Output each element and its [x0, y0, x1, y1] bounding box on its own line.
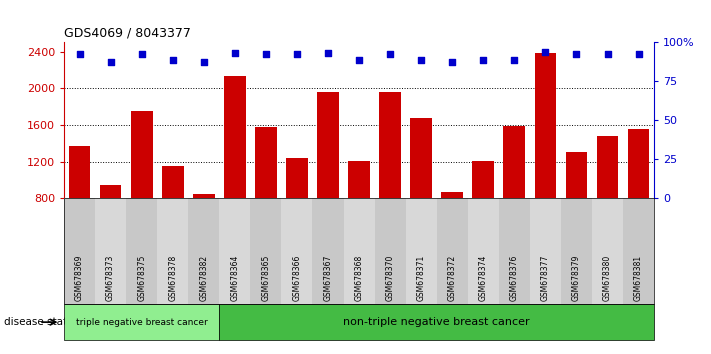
Point [540, 49, 551, 55]
Bar [69, 146, 90, 272]
Point [447, 59, 458, 64]
Point [633, 52, 644, 57]
Point [478, 57, 489, 63]
Text: non-triple negative breast cancer: non-triple negative breast cancer [343, 317, 530, 327]
Text: GSM678367: GSM678367 [324, 255, 333, 301]
Bar [317, 92, 339, 272]
Bar [286, 158, 308, 272]
Text: GSM678370: GSM678370 [385, 255, 395, 301]
Text: GSM678376: GSM678376 [510, 255, 519, 301]
Text: GSM678364: GSM678364 [230, 255, 240, 301]
Text: GSM678366: GSM678366 [292, 255, 301, 301]
Point [385, 52, 396, 57]
Text: GSM678372: GSM678372 [448, 255, 456, 301]
Point [74, 52, 85, 57]
Text: GSM678368: GSM678368 [355, 255, 363, 301]
Bar [348, 161, 370, 272]
Bar [472, 161, 494, 272]
Text: GSM678381: GSM678381 [634, 255, 643, 301]
Point [602, 52, 613, 57]
Bar [193, 194, 215, 272]
Point [105, 59, 117, 64]
Text: GSM678374: GSM678374 [479, 255, 488, 301]
Point [167, 57, 178, 63]
Point [136, 52, 147, 57]
Bar [224, 76, 246, 272]
Bar [442, 192, 463, 272]
Point [353, 57, 365, 63]
Bar [379, 92, 401, 272]
Text: GDS4069 / 8043377: GDS4069 / 8043377 [64, 27, 191, 40]
Bar [628, 129, 649, 272]
Text: GSM678378: GSM678378 [169, 255, 177, 301]
Bar [566, 152, 587, 272]
Text: disease state: disease state [4, 317, 73, 327]
Bar [535, 53, 556, 272]
Text: triple negative breast cancer: triple negative breast cancer [76, 318, 208, 327]
Bar [131, 111, 152, 272]
Text: GSM678365: GSM678365 [262, 255, 270, 301]
Point [229, 50, 240, 55]
Point [571, 52, 582, 57]
Bar [503, 126, 525, 272]
Text: GSM678382: GSM678382 [199, 255, 208, 301]
Text: GSM678380: GSM678380 [603, 255, 612, 301]
Point [508, 57, 520, 63]
Point [292, 52, 303, 57]
Text: GSM678375: GSM678375 [137, 255, 146, 301]
Bar [597, 136, 619, 272]
Text: GSM678369: GSM678369 [75, 255, 84, 301]
Text: GSM678371: GSM678371 [417, 255, 426, 301]
Point [322, 50, 333, 55]
Text: GSM678379: GSM678379 [572, 255, 581, 301]
Point [260, 52, 272, 57]
Bar [162, 166, 183, 272]
Bar [410, 118, 432, 272]
Text: GSM678377: GSM678377 [541, 255, 550, 301]
Bar [100, 185, 122, 272]
Point [198, 59, 210, 64]
Text: GSM678373: GSM678373 [106, 255, 115, 301]
Point [415, 57, 427, 63]
Bar [255, 127, 277, 272]
